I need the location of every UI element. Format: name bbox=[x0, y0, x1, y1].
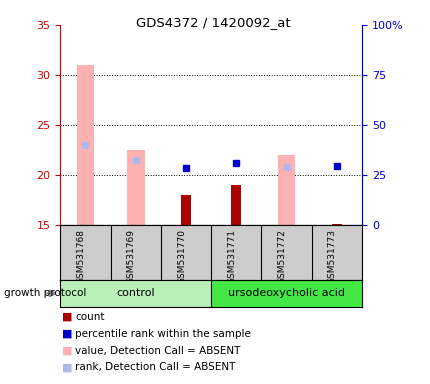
Bar bbox=[127, 150, 144, 225]
Text: GSM531772: GSM531772 bbox=[277, 229, 286, 284]
Text: GSM531773: GSM531773 bbox=[327, 229, 336, 284]
Text: ■: ■ bbox=[61, 362, 72, 372]
Bar bbox=[211, 280, 361, 307]
Text: GDS4372 / 1420092_at: GDS4372 / 1420092_at bbox=[136, 16, 290, 29]
Text: GSM531769: GSM531769 bbox=[126, 229, 135, 284]
Text: ■: ■ bbox=[61, 312, 72, 322]
Bar bbox=[60, 280, 211, 307]
Text: ■: ■ bbox=[61, 329, 72, 339]
Text: control: control bbox=[116, 288, 155, 298]
Text: count: count bbox=[75, 312, 104, 322]
Text: GSM531771: GSM531771 bbox=[227, 229, 236, 284]
Text: ■: ■ bbox=[61, 346, 72, 356]
Text: rank, Detection Call = ABSENT: rank, Detection Call = ABSENT bbox=[75, 362, 235, 372]
Bar bbox=[277, 155, 295, 225]
Text: growth protocol: growth protocol bbox=[4, 288, 86, 298]
Bar bbox=[231, 185, 241, 225]
Bar bbox=[181, 195, 190, 225]
Text: GSM531768: GSM531768 bbox=[76, 229, 85, 284]
Bar bbox=[331, 223, 341, 225]
Text: ursodeoxycholic acid: ursodeoxycholic acid bbox=[227, 288, 344, 298]
Text: GSM531770: GSM531770 bbox=[177, 229, 186, 284]
Bar bbox=[77, 65, 94, 225]
Text: value, Detection Call = ABSENT: value, Detection Call = ABSENT bbox=[75, 346, 240, 356]
Text: percentile rank within the sample: percentile rank within the sample bbox=[75, 329, 251, 339]
